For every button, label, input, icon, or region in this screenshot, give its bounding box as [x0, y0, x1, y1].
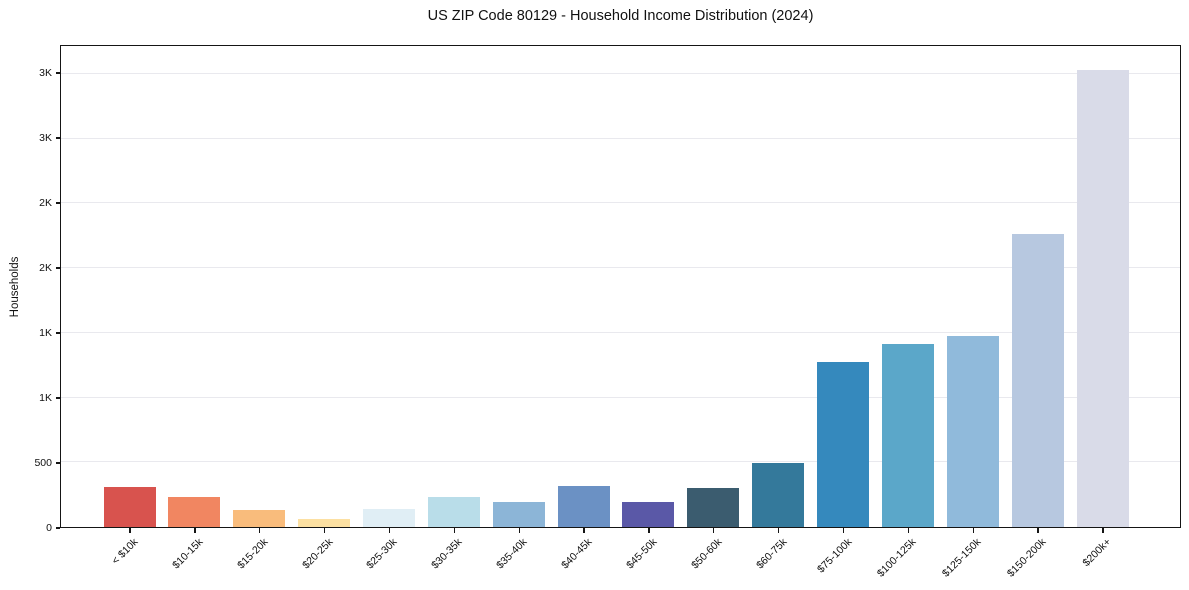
bar — [881, 343, 934, 527]
bar — [103, 486, 156, 527]
x-tick-mark — [972, 528, 974, 533]
y-tick-label: 1K — [39, 326, 52, 339]
gridline — [61, 331, 1180, 333]
gridline — [61, 72, 1180, 74]
bar — [492, 501, 545, 527]
bar — [362, 508, 415, 527]
x-tick-mark — [388, 528, 391, 533]
gridline — [61, 396, 1180, 398]
bar — [1076, 69, 1129, 527]
x-tick-label: $100-125k — [875, 536, 919, 580]
y-tick-mark — [55, 72, 60, 74]
x-tick-mark — [842, 528, 845, 533]
bar — [233, 510, 286, 527]
gridline — [61, 267, 1180, 269]
x-tick-mark — [453, 528, 455, 533]
y-tick-mark — [55, 332, 60, 334]
x-tick-mark — [194, 528, 196, 533]
y-tick-label: 0 — [46, 522, 52, 534]
gridline — [61, 461, 1180, 463]
x-tick-mark — [1102, 528, 1104, 533]
bar — [427, 497, 480, 527]
x-tick-mark — [323, 528, 326, 533]
x-tick-mark — [907, 528, 910, 533]
x-tick-mark — [648, 528, 650, 533]
y-tick-mark — [55, 397, 60, 399]
bar — [752, 462, 805, 527]
bar — [946, 335, 999, 527]
bar — [557, 485, 610, 527]
bar — [1011, 233, 1064, 527]
gridline — [61, 137, 1180, 139]
x-tick-label: $60-75k — [753, 536, 790, 572]
y-tick-label: 2K — [39, 196, 52, 209]
bar — [168, 496, 221, 527]
y-tick-mark — [55, 462, 60, 464]
y-tick-label: 3K — [39, 131, 52, 144]
x-tick-label: < $10k — [109, 536, 141, 567]
x-tick-label: $50-60k — [688, 536, 725, 572]
y-tick-label: 500 — [34, 456, 52, 469]
y-tick-mark — [55, 202, 60, 204]
x-tick-mark — [1037, 528, 1039, 533]
y-tick-label: 1K — [39, 391, 52, 404]
y-tick-label: 3K — [39, 66, 52, 79]
x-tick-label: $200k+ — [1080, 536, 1114, 570]
x-tick-label: $35-40k — [494, 536, 530, 572]
y-tick-mark — [55, 267, 60, 269]
x-tick-label: $150-200k — [1005, 536, 1049, 580]
x-tick-label: $45-50k — [624, 536, 660, 572]
bar — [687, 487, 740, 527]
x-tick-mark — [713, 528, 715, 533]
x-tick-label: $75-100k — [814, 536, 855, 576]
bar — [817, 361, 870, 527]
y-tick-mark — [55, 527, 60, 529]
x-tick-mark — [129, 528, 131, 533]
x-tick-mark — [259, 528, 261, 533]
gridline — [61, 202, 1180, 204]
x-tick-mark — [778, 528, 780, 533]
x-tick-mark — [583, 528, 585, 533]
plot-area — [60, 45, 1181, 528]
chart-title: US ZIP Code 80129 - Household Income Dis… — [427, 8, 814, 24]
x-tick-label: $20-25k — [299, 536, 336, 572]
x-tick-label: $25-30k — [364, 536, 400, 572]
x-tick-mark — [518, 528, 520, 533]
x-tick-label: $125-150k — [940, 536, 984, 580]
bar — [298, 518, 351, 527]
y-tick-mark — [55, 137, 60, 139]
x-tick-label: $15-20k — [234, 536, 271, 572]
x-tick-label: $10-15k — [170, 536, 206, 572]
y-tick-label: 2K — [39, 261, 52, 274]
x-tick-label: $30-35k — [429, 536, 465, 572]
bar — [622, 502, 675, 527]
x-tick-label: $40-45k — [559, 536, 595, 572]
